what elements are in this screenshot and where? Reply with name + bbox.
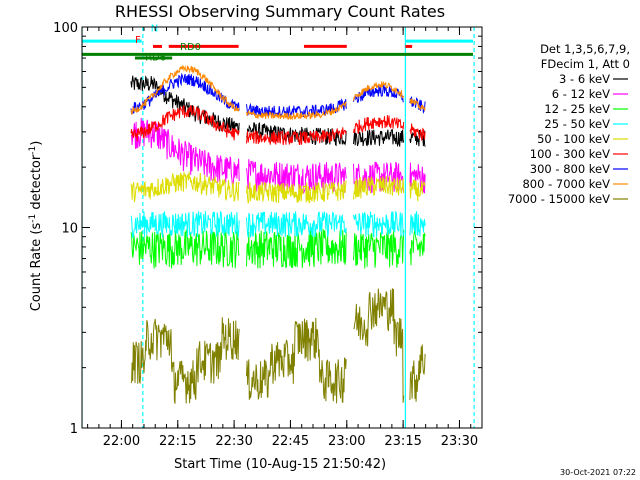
y-axis-title-end: ) [29, 141, 44, 146]
legend-entry-2: 12 - 25 keV [544, 102, 610, 116]
flag-label-rd6: RD6 [145, 53, 166, 64]
axis-ticks: 22:00 22:15 22:30 22:45 23:00 23:15 23:30 1 10 10… [53, 21, 483, 449]
legend-entry-1: 6 - 12 keV [552, 87, 610, 101]
series-line-2 [130, 228, 426, 269]
y-tick-label: 1 [70, 422, 78, 437]
x-axis-title: Start Time (10-Aug-15 21:50:42) [174, 457, 386, 472]
legend: Det 1,3,5,6,7,9,FDecim 1, Att 03 - 6 keV… [508, 42, 630, 206]
legend-entry-8: 7000 - 15000 keV [508, 192, 610, 206]
x-tick-label: 23:00 [328, 434, 365, 449]
x-tick-label: 22:45 [272, 434, 309, 449]
plot-layer [82, 27, 475, 428]
chart-title: RHESSI Observing Summary Count Rates [115, 2, 445, 21]
footer-timestamp: 30-Oct-2021 07:22 [560, 468, 636, 477]
x-tick-label: 22:00 [103, 434, 140, 449]
legend-entry-3: 25 - 50 keV [544, 117, 610, 131]
series-line-4 [130, 171, 426, 205]
y-axis-title-mid: detector [29, 154, 44, 214]
y-tick-label: 100 [53, 21, 78, 36]
legend-header-0: Det 1,3,5,6,7,9, [540, 42, 630, 56]
series-line-1 [130, 117, 426, 194]
series-line-6 [130, 72, 426, 118]
legend-entry-7: 800 - 7000 keV [522, 177, 610, 191]
y-axis-title-sup-1: -1 [28, 214, 38, 223]
series-line-8 [130, 288, 426, 404]
x-tick-label: 23:15 [384, 434, 421, 449]
legend-entry-6: 300 - 800 keV [530, 162, 610, 176]
series-line-3 [130, 210, 426, 239]
x-tick-label: 23:30 [441, 434, 478, 449]
x-tick-label: 22:30 [215, 434, 252, 449]
series-line-5 [130, 105, 426, 146]
legend-entry-5: 100 - 300 keV [530, 147, 610, 161]
y-axis-title-main: Count Rate (s [29, 223, 44, 312]
flag-layer: NF RD0 RD6 [82, 23, 473, 64]
legend-entry-4: 50 - 100 keV [537, 132, 610, 146]
flag-label-n: N [151, 23, 158, 34]
x-tick-label: 22:15 [159, 434, 196, 449]
flag-label-f: F [135, 35, 141, 46]
legend-header-1: FDecim 1, Att 0 [541, 57, 630, 71]
series-line-7 [130, 64, 426, 121]
y-tick-label: 10 [61, 222, 78, 237]
flag-label-rd0: RD0 [180, 42, 201, 53]
y-axis-title-sup-2: -1 [28, 146, 38, 155]
y-axis-title: Count Rate (s-1 detector-1) [28, 141, 44, 312]
legend-entry-0: 3 - 6 keV [559, 72, 610, 86]
